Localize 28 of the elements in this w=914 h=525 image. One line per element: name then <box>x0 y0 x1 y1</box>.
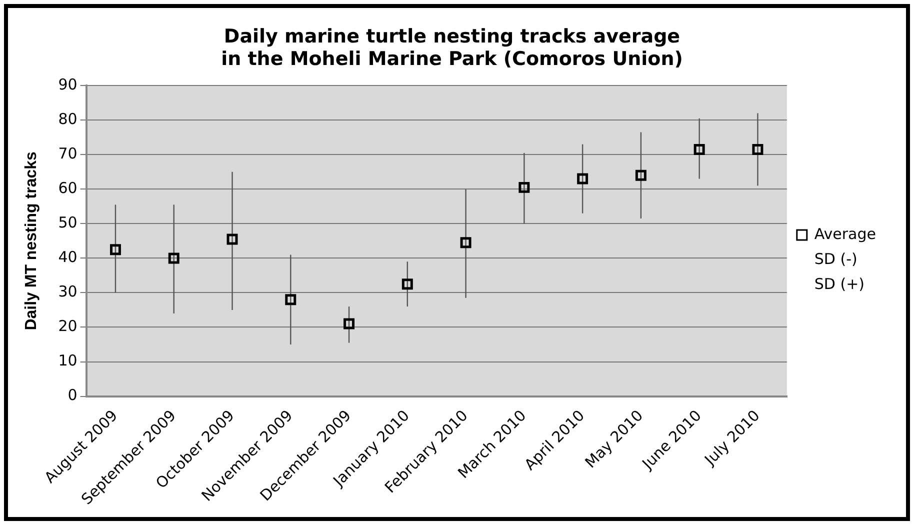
point <box>577 173 588 184</box>
y-tick-label: 80 <box>58 110 78 128</box>
text: SD (+) <box>814 274 865 293</box>
y-tick-label: 90 <box>58 75 78 94</box>
point <box>226 234 238 245</box>
point <box>694 144 705 155</box>
y-axis-title: Daily MT nesting tracks <box>23 151 40 330</box>
y-tick-label: 30 <box>58 282 78 301</box>
point <box>518 182 530 193</box>
y-tick-label: 40 <box>58 248 78 266</box>
y-tick-label: 50 <box>58 214 78 232</box>
text: Daily marine turtle nesting tracks average <box>224 25 680 48</box>
text: SD (-) <box>814 250 858 268</box>
point <box>752 144 764 155</box>
y-tick-label: 60 <box>58 179 78 198</box>
y-tick-label: 70 <box>58 144 78 163</box>
point <box>635 170 646 181</box>
text: in the Moheli Marine Park (Comoros Union) <box>221 48 683 70</box>
y-tick-label: 20 <box>58 317 78 336</box>
point <box>168 252 180 264</box>
y-tick-label: 10 <box>58 352 78 370</box>
y-tick-label: 0 <box>68 386 78 404</box>
point <box>402 278 413 290</box>
point <box>460 237 472 248</box>
point <box>344 318 355 330</box>
point <box>110 244 121 256</box>
point <box>285 294 296 306</box>
legend-label: Average <box>814 224 876 243</box>
